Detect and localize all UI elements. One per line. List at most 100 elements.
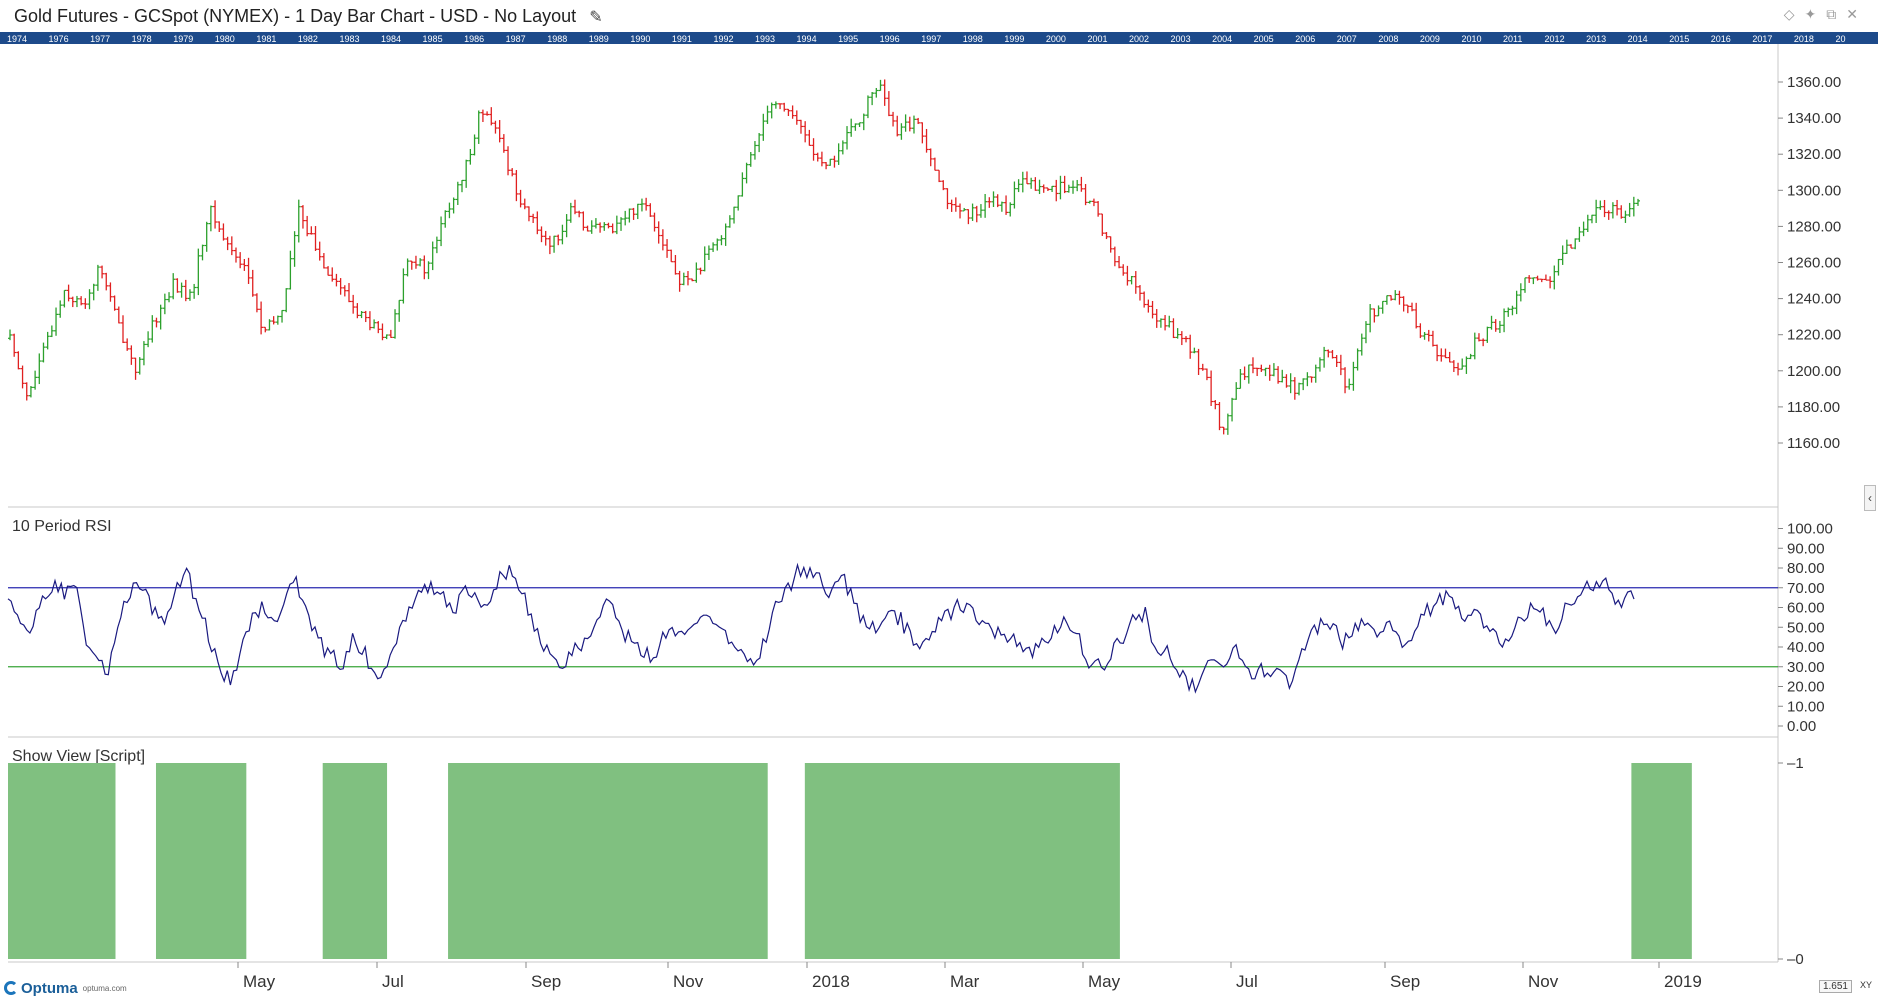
price-tick-label: 1320.00 — [1787, 146, 1841, 163]
date-axis-label: Nov — [1528, 972, 1559, 991]
scale-readout[interactable]: 1.651 — [1818, 980, 1852, 993]
timeline-year-label[interactable]: 1988 — [547, 34, 567, 44]
timeline-year-label[interactable]: 2013 — [1586, 34, 1606, 44]
timeline-year-label[interactable]: 1993 — [755, 34, 775, 44]
timeline-year-label[interactable]: 1992 — [713, 34, 733, 44]
rsi-tick-label: 40.00 — [1787, 639, 1825, 656]
timeline-year-label[interactable]: 1984 — [381, 34, 401, 44]
scroll-left-arrow[interactable]: ‹ — [1864, 485, 1876, 511]
timeline-year-label[interactable]: 2005 — [1254, 34, 1274, 44]
price-tick-label: 1240.00 — [1787, 291, 1841, 308]
timeline-year-label[interactable]: 1989 — [589, 34, 609, 44]
xy-toggle[interactable]: XY — [1859, 980, 1872, 990]
timeline-year-label[interactable]: 2004 — [1212, 34, 1232, 44]
timeline-year-label[interactable]: 2002 — [1129, 34, 1149, 44]
timeline-year-label[interactable]: 2014 — [1628, 34, 1648, 44]
logo-icon — [4, 981, 18, 995]
show-view-block — [155, 763, 247, 959]
optuma-logo: Optuma optuma.com — [4, 977, 127, 999]
price-tick-label: 1180.00 — [1787, 399, 1840, 416]
show-view-block — [322, 763, 388, 959]
script-panel-title: Show View [Script] — [12, 748, 145, 765]
script-panel[interactable]: Show View [Script] –0 –1 — [8, 748, 1804, 968]
logo-text: Optuma — [21, 979, 78, 997]
rsi-panel-title: 10 Period RSI — [12, 518, 112, 535]
rsi-tick-label: 0.00 — [1787, 718, 1816, 735]
show-view-block — [448, 763, 768, 959]
timeline-year-label[interactable]: 2011 — [1503, 34, 1522, 44]
timeline-year-label[interactable]: 1978 — [132, 34, 152, 44]
show-view-block — [8, 763, 116, 959]
timeline-year-label[interactable]: 1983 — [339, 34, 359, 44]
timeline-year-label[interactable]: 1977 — [90, 34, 110, 44]
year-timeline-strip[interactable]: 1974 1976 1977 1978 1979 1980 1981 1982 1983 1984… — [0, 32, 1878, 44]
timeline-year-label[interactable]: 1982 — [298, 34, 318, 44]
chart-canvas[interactable]: 1974 1976 1977 1978 1979 1980 1981 1982 1983 1984… — [0, 32, 1878, 1001]
timeline-year-label[interactable]: 2017 — [1752, 34, 1772, 44]
show-view-block — [1631, 763, 1692, 959]
script-tick-label: –0 — [1787, 951, 1804, 968]
rsi-tick-label: 70.00 — [1787, 580, 1825, 597]
rsi-tick-label: 100.00 — [1787, 521, 1833, 538]
timeline-year-label[interactable]: 2016 — [1711, 34, 1731, 44]
timeline-year-label[interactable]: 1986 — [464, 34, 484, 44]
rsi-tick-label: 30.00 — [1787, 659, 1825, 676]
timeline-year-label[interactable]: 1994 — [797, 34, 817, 44]
timeline-year-label[interactable]: 1985 — [423, 34, 443, 44]
diamond-icon[interactable]: ◇ — [1783, 6, 1805, 22]
rsi-tick-label: 60.00 — [1787, 600, 1825, 617]
timeline-year-label[interactable]: 1980 — [215, 34, 235, 44]
timeline-year-label[interactable]: 2006 — [1295, 34, 1315, 44]
timeline-year-label[interactable]: 1996 — [880, 34, 900, 44]
timeline-year-label[interactable]: 1974 — [7, 34, 27, 44]
date-axis-label: Sep — [1390, 972, 1420, 991]
close-icon[interactable]: ✕ — [1846, 6, 1868, 22]
pencil-icon[interactable]: ✎ — [589, 9, 603, 26]
timeline-year-label[interactable]: 1997 — [921, 34, 941, 44]
timeline-year-label[interactable]: 1990 — [630, 34, 650, 44]
timeline-year-label[interactable]: 2001 — [1087, 34, 1107, 44]
timeline-year-label[interactable]: 20 — [1835, 34, 1845, 44]
logo-subtext: optuma.com — [82, 983, 127, 993]
rsi-tick-label: 20.00 — [1787, 679, 1825, 696]
show-view-block — [804, 763, 1120, 959]
rsi-panel[interactable]: 10 Period RSI 0.00 10.00 20.00 30.00 40.00 50.… — [7, 518, 1833, 738]
timeline-year-label[interactable]: 2008 — [1378, 34, 1398, 44]
timeline-year-label[interactable]: 1976 — [49, 34, 69, 44]
timeline-year-label[interactable]: 1999 — [1004, 34, 1024, 44]
price-tick-label: 1200.00 — [1787, 363, 1841, 380]
rsi-tick-label: 50.00 — [1787, 619, 1825, 636]
price-tick-label: 1220.00 — [1787, 327, 1841, 344]
timeline-year-label[interactable]: 1979 — [173, 34, 193, 44]
price-panel[interactable]: 1160.00 1180.00 1200.00 1220.00 1240.00 1260.… — [8, 44, 1841, 962]
timeline-year-label[interactable]: 2007 — [1337, 34, 1357, 44]
rsi-line — [7, 562, 1635, 694]
price-tick-label: 1260.00 — [1787, 255, 1841, 272]
timeline-year-label[interactable]: 2009 — [1420, 34, 1440, 44]
pin-icon[interactable]: ✦ — [1804, 6, 1827, 22]
date-axis-label: Nov — [673, 972, 704, 991]
rsi-tick-label: 80.00 — [1787, 560, 1825, 577]
date-axis-label: May — [1088, 972, 1121, 991]
timeline-year-label[interactable]: 2010 — [1461, 34, 1481, 44]
date-axis-label: May — [243, 972, 276, 991]
timeline-year-label[interactable]: 1998 — [963, 34, 983, 44]
timeline-year-label[interactable]: 1981 — [256, 34, 276, 44]
timeline-year-label[interactable]: 2000 — [1046, 34, 1066, 44]
timeline-year-label[interactable]: 1995 — [838, 34, 858, 44]
chart-title-text: Gold Futures - GCSpot (NYMEX) - 1 Day Ba… — [14, 6, 577, 26]
restore-icon[interactable]: ⧉ — [1826, 6, 1847, 22]
price-tick-label: 1280.00 — [1787, 218, 1841, 235]
date-axis-label: Jul — [382, 972, 404, 991]
price-tick-label: 1160.00 — [1787, 435, 1840, 452]
timeline-year-label[interactable]: 2003 — [1171, 34, 1191, 44]
timeline-year-label[interactable]: 2012 — [1545, 34, 1565, 44]
timeline-year-label[interactable]: 2015 — [1669, 34, 1689, 44]
timeline-year-label[interactable]: 1987 — [506, 34, 526, 44]
date-axis-label: 2018 — [812, 972, 850, 991]
date-axis-label: 2019 — [1664, 972, 1702, 991]
window-controls: ◇✦⧉✕ — [1784, 6, 1868, 23]
timeline-year-label[interactable]: 1991 — [672, 34, 692, 44]
price-tick-label: 1300.00 — [1787, 182, 1841, 199]
timeline-year-label[interactable]: 2018 — [1794, 34, 1814, 44]
